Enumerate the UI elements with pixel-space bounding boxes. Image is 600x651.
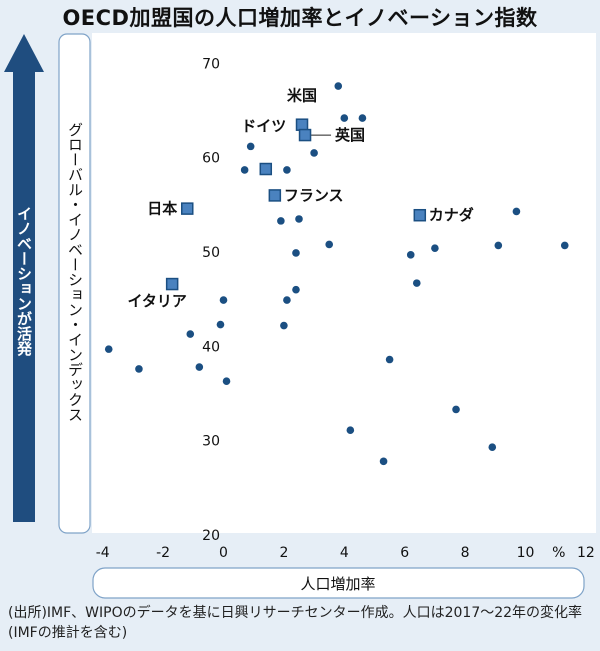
x-tick-label: 0	[219, 545, 228, 561]
data-point	[512, 207, 521, 216]
highlighted-point	[298, 128, 312, 142]
point-label: 英国	[335, 126, 365, 144]
scatter-chart: イノベーションが活発 グローバル・イノベーション・インデックス 20304050…	[4, 33, 596, 599]
data-point	[277, 217, 285, 225]
y-tick-label: 40	[202, 339, 220, 355]
data-point	[340, 114, 349, 122]
highlighted-point	[181, 202, 194, 215]
point-label: カナダ	[429, 206, 474, 224]
data-point	[488, 443, 497, 452]
y-axis-title-box	[58, 33, 91, 534]
x-tick-label: -2	[156, 545, 170, 561]
y-tick-label: 20	[202, 528, 220, 544]
y-axis-title: グローバル・イノベーション・インデックス	[66, 122, 84, 422]
data-point	[195, 363, 204, 371]
x-tick-label: 10	[517, 545, 535, 561]
x-tick-label: 12	[577, 545, 595, 561]
source-note: (出所)IMF、WIPOのデータを基に日興リサーチセンター作成。人口は2017～…	[8, 605, 583, 641]
data-point	[216, 320, 225, 329]
data-point	[560, 241, 569, 250]
data-point	[240, 166, 249, 174]
data-point	[219, 296, 228, 304]
chart-title: OECD加盟国の人口増加率とイノベーション指数	[62, 6, 538, 30]
x-unit-label: %	[552, 545, 565, 561]
data-point	[412, 279, 421, 287]
arrow-label: イノベーションが活発	[15, 206, 33, 357]
point-label: フランス	[284, 186, 344, 204]
data-point	[222, 377, 231, 385]
data-point	[283, 166, 291, 174]
data-point	[346, 426, 355, 435]
data-point	[494, 241, 503, 250]
highlighted-point	[165, 277, 179, 291]
data-point	[186, 330, 195, 338]
x-tick-label: 4	[340, 545, 349, 561]
data-point	[358, 114, 367, 122]
data-point	[325, 240, 334, 249]
x-tick-label: 2	[279, 545, 288, 561]
x-axis-title: 人口増加率	[300, 575, 375, 593]
highlighted-point	[295, 118, 309, 131]
data-point	[295, 215, 303, 223]
x-axis-title-box	[92, 567, 585, 599]
data-point	[379, 457, 388, 466]
data-point	[334, 82, 343, 90]
y-tick-label: 70	[202, 56, 220, 72]
innovation-arrow	[4, 34, 44, 522]
data-point	[280, 321, 288, 330]
point-label: イタリア	[127, 292, 186, 310]
data-point	[310, 149, 318, 157]
data-point	[431, 244, 439, 253]
highlighted-point	[268, 189, 282, 202]
x-tick-label: 6	[400, 545, 409, 561]
data-point	[246, 142, 255, 151]
data-point	[104, 345, 113, 353]
point-label: 日本	[147, 200, 177, 218]
y-tick-label: 50	[202, 245, 220, 261]
data-point	[283, 296, 291, 304]
y-tick-label: 30	[202, 434, 220, 450]
data-point	[135, 365, 143, 373]
point-label: ドイツ	[241, 117, 286, 135]
data-point	[406, 251, 415, 259]
y-tick-label: 60	[202, 151, 220, 167]
point-label: 米国	[287, 87, 317, 105]
x-tick-label: 8	[461, 545, 470, 561]
data-point	[292, 285, 300, 294]
x-tick-label: -4	[96, 545, 110, 561]
data-point	[385, 355, 394, 364]
data-point	[292, 249, 300, 257]
highlighted-point	[259, 162, 273, 176]
data-point	[452, 405, 460, 414]
highlighted-point	[413, 208, 427, 222]
